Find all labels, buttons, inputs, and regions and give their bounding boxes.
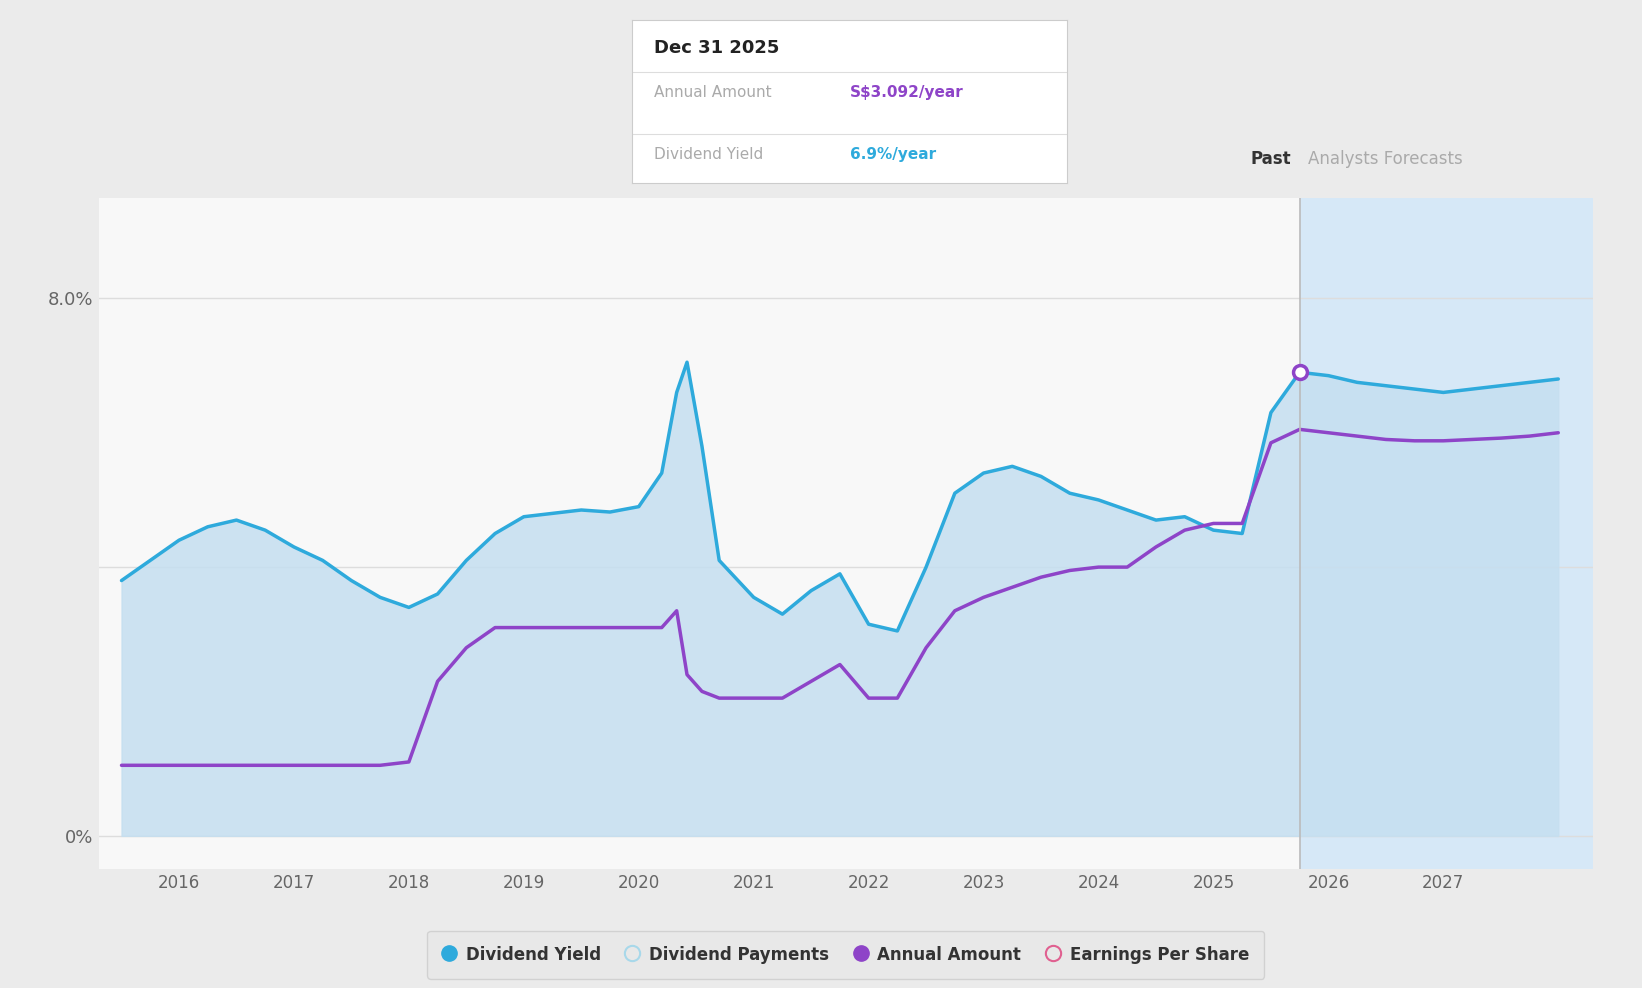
Text: Analysts Forecasts: Analysts Forecasts xyxy=(1309,150,1463,168)
Text: Dec 31 2025: Dec 31 2025 xyxy=(654,40,780,57)
Text: Annual Amount: Annual Amount xyxy=(654,85,772,100)
Legend: Dividend Yield, Dividend Payments, Annual Amount, Earnings Per Share: Dividend Yield, Dividend Payments, Annua… xyxy=(427,931,1264,979)
Text: Past: Past xyxy=(1251,150,1292,168)
Text: 6.9%/year: 6.9%/year xyxy=(851,147,936,162)
Bar xyxy=(1299,198,1593,869)
Text: Dividend Yield: Dividend Yield xyxy=(654,147,764,162)
Text: S$3.092/year: S$3.092/year xyxy=(851,85,964,100)
